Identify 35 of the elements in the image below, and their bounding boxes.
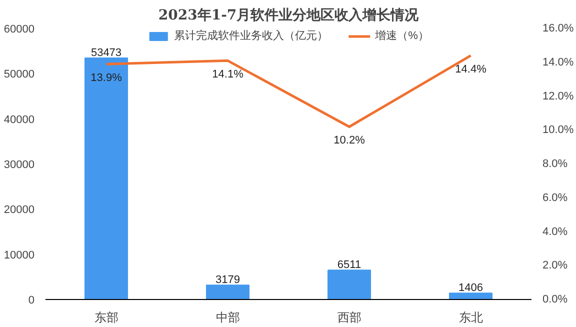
x-tick-label: 东北 [458,310,483,324]
y-tick-label: 20000 [4,204,35,216]
bar [84,57,128,300]
y2-tick-label: 8.0% [542,158,568,170]
y2-tick-label: 10.0% [542,124,574,136]
data-label: 14.4% [455,64,487,76]
y2-tick-label: 2.0% [542,260,568,272]
x-tick-label: 中部 [216,310,240,324]
x-tick-label: 东部 [94,310,118,324]
y2-tick-label: 12.0% [542,90,574,102]
y-tick-label: 30000 [4,159,35,171]
data-label: 10.2% [334,134,366,147]
y2-tick-label: 4.0% [542,226,568,238]
chart-title: 2023年1-7月软件业分地区收入增长情况 [158,8,420,24]
bar [327,270,372,300]
legend-label: 累计完成软件业务收入（亿元） [174,28,328,43]
data-label: 14.1% [212,68,244,81]
y-tick-label: 50000 [4,68,35,81]
data-label: 13.9% [90,72,122,84]
data-label: 1406 [458,282,483,294]
y-tick-label: 10000 [4,249,35,262]
y-tick-label: 0 [28,294,35,306]
data-label: 3179 [216,274,240,286]
data-label: 6511 [337,259,362,272]
legend-label: 增速（%） [375,29,429,43]
y-tick-label: 60000 [4,24,35,36]
y2-tick-label: 0.0% [542,294,568,306]
y2-tick-label: 6.0% [542,192,568,204]
y2-tick-label: 14.0% [542,56,574,68]
y-tick-label: 40000 [4,114,35,126]
bar [448,292,493,300]
data-label: 53473 [90,46,122,59]
y2-tick-label: 16.0% [542,22,574,34]
x-tick-label: 西部 [337,310,362,324]
bar [206,284,250,300]
